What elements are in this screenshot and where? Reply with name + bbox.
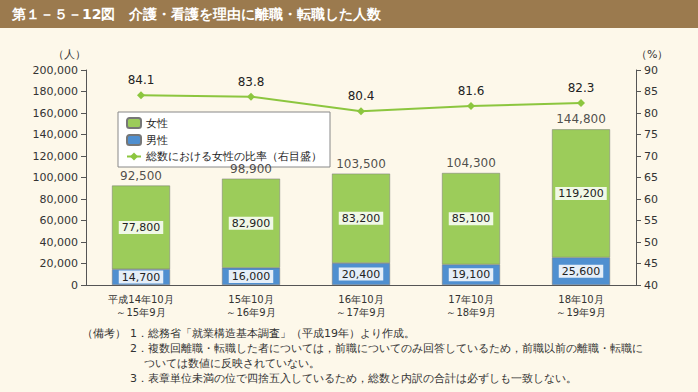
svg-text:140,000: 140,000 [33,128,79,141]
svg-text:45: 45 [644,257,658,270]
svg-text:15年10月: 15年10月 [228,294,273,305]
svg-text:2．複数回離職・転職した者については，前職についてのみ回答し: 2．複数回離職・転職した者については，前職についてのみ回答しているため，前職以前… [130,342,643,355]
svg-text:40: 40 [644,279,658,292]
svg-text:（人）: （人） [53,48,86,61]
svg-text:80: 80 [644,107,658,120]
svg-text:119,200: 119,200 [558,187,604,200]
svg-text:98,900: 98,900 [230,162,272,176]
svg-text:平成14年10月: 平成14年10月 [108,294,173,305]
svg-text:84.1: 84.1 [128,73,155,87]
svg-text:85,100: 85,100 [452,212,491,225]
svg-text:82,900: 82,900 [232,217,271,230]
svg-text:85: 85 [644,85,658,98]
svg-text:3．表章単位未満の位で四捨五入しているため，総数と内訳の合計: 3．表章単位未満の位で四捨五入しているため，総数と内訳の合計は必ずしも一致しない… [130,372,577,385]
svg-text:～16年9月: ～16年9月 [226,307,275,318]
svg-text:200,000: 200,000 [33,64,79,77]
svg-text:～19年9月: ～19年9月 [556,307,605,318]
svg-text:55: 55 [644,214,658,227]
svg-text:120,000: 120,000 [33,150,79,163]
svg-text:40,000: 40,000 [40,236,79,249]
svg-text:80,000: 80,000 [40,193,79,206]
svg-text:19,100: 19,100 [452,268,491,281]
svg-text:20,000: 20,000 [40,257,79,270]
svg-text:（%）: （%） [636,48,668,61]
svg-text:総数における女性の比率（右目盛）: 総数における女性の比率（右目盛） [146,150,322,163]
svg-text:60,000: 60,000 [40,214,79,227]
svg-text:90: 90 [644,64,658,77]
svg-text:ついては数値に反映されていない。: ついては数値に反映されていない。 [144,357,320,370]
svg-text:92,500: 92,500 [120,169,162,183]
svg-text:0: 0 [71,279,78,292]
svg-text:～17年9月: ～17年9月 [336,307,385,318]
svg-text:81.6: 81.6 [458,84,485,98]
svg-text:17年10月: 17年10月 [448,294,493,305]
svg-text:16年10月: 16年10月 [338,294,383,305]
svg-text:180,000: 180,000 [33,85,79,98]
svg-text:83,200: 83,200 [342,212,381,225]
svg-text:20,400: 20,400 [342,268,381,281]
svg-text:第１－５－12図 介護・看護を理由に離職・転職した人数: 第１－５－12図 介護・看護を理由に離職・転職した人数 [11,6,382,22]
svg-text:14,700: 14,700 [122,271,161,284]
svg-text:65: 65 [644,171,658,184]
svg-text:60: 60 [644,193,658,206]
svg-text:77,800: 77,800 [122,221,161,234]
svg-text:160,000: 160,000 [33,107,79,120]
svg-text:～15年9月: ～15年9月 [116,307,165,318]
svg-text:16,000: 16,000 [232,270,271,283]
svg-text:80.4: 80.4 [348,89,375,103]
svg-text:～18年9月: ～18年9月 [446,307,495,318]
svg-text:103,500: 103,500 [336,157,386,171]
svg-text:（備考）: （備考） [82,327,126,340]
svg-text:83.8: 83.8 [238,75,265,89]
svg-text:82.3: 82.3 [568,81,595,95]
svg-text:25,600: 25,600 [562,265,601,278]
svg-text:144,800: 144,800 [556,112,606,126]
svg-text:70: 70 [644,150,658,163]
svg-text:女性: 女性 [146,117,168,130]
svg-text:男性: 男性 [146,134,168,147]
svg-text:104,300: 104,300 [446,156,496,170]
svg-text:75: 75 [644,128,658,141]
svg-text:1．総務省「就業構造基本調査」（平成19年）より作成。: 1．総務省「就業構造基本調査」（平成19年）より作成。 [130,327,415,340]
svg-text:18年10月: 18年10月 [558,294,603,305]
svg-text:50: 50 [644,236,658,249]
svg-text:100,000: 100,000 [33,171,79,184]
